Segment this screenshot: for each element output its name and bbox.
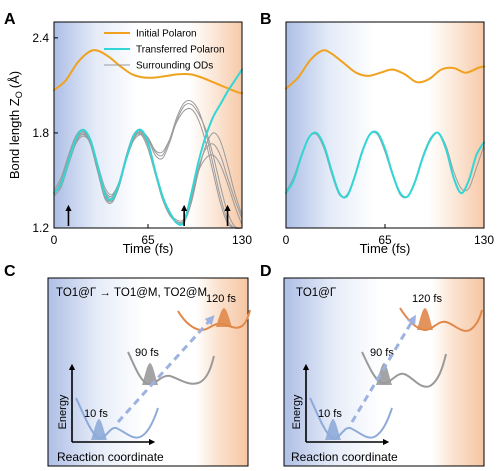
x-tick-label-a-0: 0 (51, 233, 58, 247)
x-tick-label-b-2: 130 (474, 233, 494, 247)
ylabel-main: Bond length Z (7, 98, 22, 179)
x-tick-label-a-1: 65 (141, 233, 155, 247)
panel-c-reaction-label: Reaction coordinate (57, 450, 164, 464)
ylabel-unit: (Å) (7, 71, 22, 88)
series-line-a-1 (53, 68, 243, 226)
x-tick-label-a-2: 130 (232, 233, 252, 247)
legend-surrounding-label: Surrounding ODs (136, 61, 213, 72)
panel-d-curve-10fs (309, 397, 393, 440)
panel-b-ticks: 0 65 130 (283, 224, 494, 247)
series-line-a-5 (53, 103, 243, 229)
legend-transferred-label: Transferred Polaron (136, 45, 225, 56)
panel-a-letter: A (4, 11, 16, 28)
ylabel-sub: O (14, 91, 24, 98)
series-line-b-0 (285, 49, 485, 90)
panel-c-title: TO1@Γ → TO1@M, TO2@M (56, 287, 207, 299)
y-tick-label-0: 1.2 (32, 221, 49, 235)
panel-b-letter: B (260, 11, 272, 28)
panel-b: 0 65 130 B Time (fs) (260, 11, 494, 256)
panel-d-peak-120fs (417, 308, 433, 330)
panel-c: C TO1@Γ → TO1@M, TO2@M Energy Reaction c… (4, 263, 251, 467)
panel-c-label-90fs: 90 fs (135, 347, 159, 359)
panel-d-frame (283, 277, 485, 467)
panel-c-label-120fs: 120 fs (206, 293, 236, 305)
panel-c-energy-label: Energy (57, 394, 69, 429)
panel-b-background (286, 22, 484, 228)
panel-a: 0 65 130 1.2 1.8 2.4 A Bond length ZO (Å) Time… (4, 11, 252, 256)
panel-a-xlabel: Time (fs) (123, 241, 174, 256)
legend: Initial Polaron Transferred Polaron Surr… (104, 29, 225, 72)
series-line-a-7 (53, 107, 243, 229)
panel-a-arrows (65, 204, 231, 226)
panel-c-peak-90fs (142, 363, 158, 385)
panel-d-label-10fs: 10 fs (318, 408, 342, 420)
panel-d: D TO1@Γ Energy Reaction coordinate 10 fs… (260, 263, 485, 467)
panel-d-peak-10fs (325, 419, 341, 440)
panel-d-curve-120fs (399, 307, 483, 332)
panel-a-ticks: 0 65 130 1.2 1.8 2.4 (32, 31, 252, 247)
series-line-a-0 (53, 49, 243, 95)
panel-d-dashed-arrow (350, 314, 416, 423)
panel-d-energy-label: Energy (291, 394, 303, 429)
panel-d-letter: D (260, 263, 272, 280)
x-tick-label-b-1: 65 (378, 233, 392, 247)
x-tick-label-b-0: 0 (283, 233, 290, 247)
panel-c-peak-120fs (216, 308, 232, 327)
panel-d-title: TO1@Γ (296, 287, 337, 299)
panel-a-lines (53, 49, 243, 230)
y-tick-label-2: 2.4 (32, 31, 49, 45)
y-tick-label-1: 1.8 (32, 126, 49, 140)
panel-b-xlabel: Time (fs) (360, 241, 411, 256)
panel-d-label-90fs: 90 fs (370, 347, 394, 359)
panel-c-label-10fs: 10 fs (84, 408, 108, 420)
panel-c-curve-90fs (127, 351, 215, 386)
panel-d-peak-90fs (376, 363, 392, 385)
panel-b-lines (285, 49, 485, 199)
panel-c-frame (47, 277, 249, 467)
legend-initial-label: Initial Polaron (136, 29, 197, 40)
panel-c-letter: C (4, 263, 16, 280)
panel-c-curve-10fs (75, 397, 159, 440)
panel-a-ylabel: Bond length ZO (Å) (7, 71, 24, 179)
panel-d-curve-90fs (361, 351, 447, 388)
panel-d-label-120fs: 120 fs (412, 293, 442, 305)
panel-d-reaction-label: Reaction coordinate (291, 450, 398, 464)
series-line-b-1 (285, 130, 485, 199)
panel-c-peak-10fs (91, 419, 107, 440)
